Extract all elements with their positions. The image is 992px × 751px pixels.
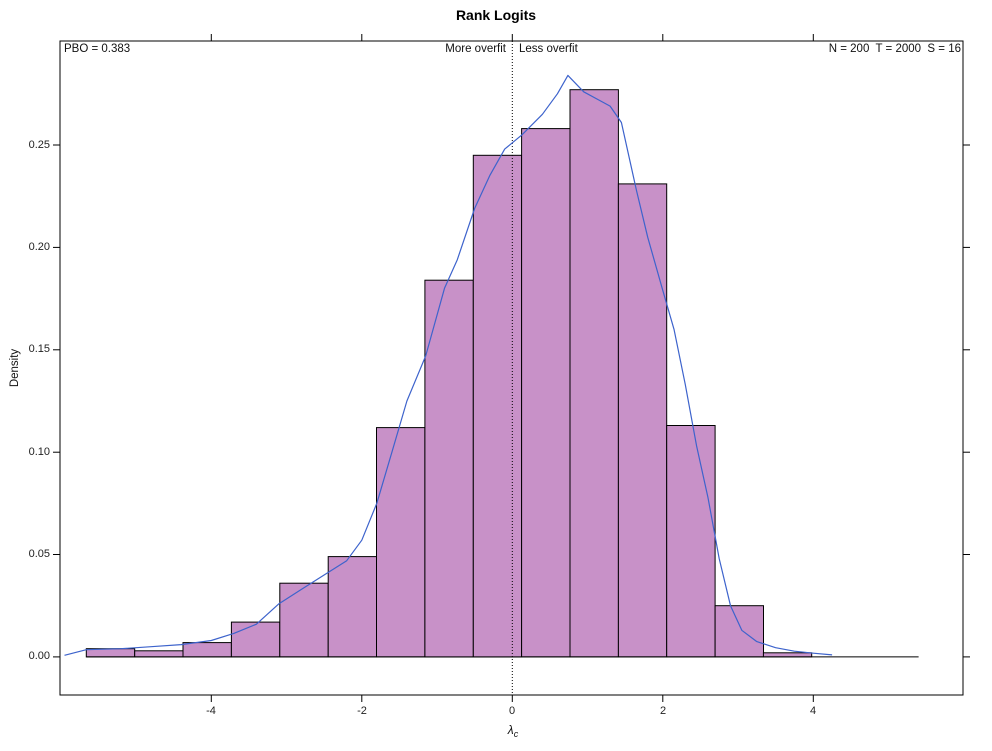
more-overfit-annotation: More overfit xyxy=(445,43,506,55)
histogram-bar xyxy=(666,425,716,658)
y-tick-label: 0.05 xyxy=(28,548,50,560)
y-tick-label: 0.10 xyxy=(28,446,50,458)
y-tick-label: 0.15 xyxy=(28,343,50,355)
histogram-bar xyxy=(714,605,764,658)
x-tick-label: -2 xyxy=(357,705,367,717)
histogram-bar xyxy=(521,128,571,658)
histogram-bar xyxy=(424,279,474,658)
histogram-bar xyxy=(762,652,813,658)
x-tick-label: -4 xyxy=(206,705,216,717)
plot-frame xyxy=(59,40,964,696)
histogram-bar xyxy=(617,183,668,658)
chart-title: Rank Logits xyxy=(455,7,537,23)
histogram-bar xyxy=(134,650,184,658)
x-tick-label: 4 xyxy=(809,705,817,717)
x-axis-title: λc xyxy=(498,723,528,739)
params-annotation: N = 200 T = 2000 S = 16 xyxy=(828,43,961,55)
histogram-bar xyxy=(472,154,523,658)
x-tick-label: 2 xyxy=(659,705,667,717)
pbo-annotation: PBO = 0.383 xyxy=(64,43,131,55)
density-curve xyxy=(64,74,833,656)
y-tick-label: 0.25 xyxy=(28,139,50,151)
y-tick-label: 0.00 xyxy=(28,650,50,662)
histogram-bar xyxy=(569,89,619,658)
lambda-subscript: c xyxy=(513,729,519,739)
histogram-bar xyxy=(279,582,329,658)
lambda-symbol: λ xyxy=(507,723,514,737)
histogram-bar xyxy=(376,427,426,658)
less-overfit-annotation: Less overfit xyxy=(519,43,578,55)
x-tick-label: 0 xyxy=(508,705,516,717)
y-tick-label: 0.20 xyxy=(28,241,50,253)
histogram-bar xyxy=(327,556,378,658)
histogram-bar xyxy=(182,642,232,658)
histogram-bar xyxy=(230,621,281,658)
